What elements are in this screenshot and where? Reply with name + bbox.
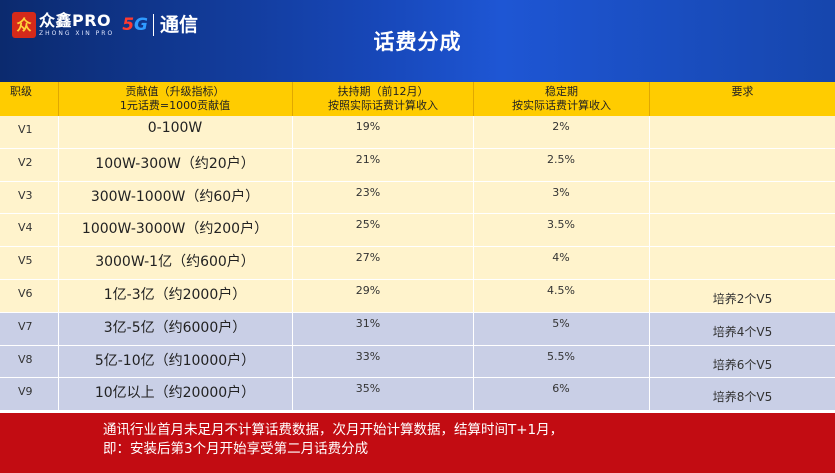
row-stable-rate: 4% [552, 251, 570, 265]
5g-logo-digit: 5 [122, 15, 135, 35]
table-header: 职级 贡献值（升级指标） 1元话费=1000贡献值 扶持期（前12月） 按照实际… [0, 82, 835, 116]
col-header-value-line1: 贡献值（升级指标） [125, 85, 225, 98]
row-contribution-value: 3亿-5亿（约6000户） [103, 319, 247, 336]
table-row: V9 10亿以上（约20000户） 35% 6% 培养8个V5 [0, 378, 835, 412]
row-stable-rate: 4.5% [547, 283, 575, 297]
col-header-requirement-label: 要求 [731, 85, 754, 98]
col-header-support-line1: 扶持期（前12月） [337, 85, 429, 98]
col-header-level: 职级 [0, 82, 58, 119]
row-level: V4 [18, 221, 33, 235]
brand-name: 通信 [160, 14, 199, 36]
row-support-rate: 33% [355, 349, 381, 363]
col-divider [292, 82, 293, 116]
row-support-rate: 25% [355, 218, 381, 232]
col-divider [649, 82, 650, 116]
row-contribution-value: 1亿-3亿（约2000户） [103, 286, 247, 303]
col-header-value: 贡献值（升级指标） 1元话费=1000贡献值 [58, 82, 292, 119]
5g-logo: 5G [122, 12, 148, 38]
row-stable-rate: 5% [552, 316, 570, 330]
table-row: V6 1亿-3亿（约2000户） 29% 4.5% 培养2个V5 [0, 279, 835, 313]
footer-text: 通讯行业首月未足月不计算话费数据，次月开始计算数据，结算时间T+1月， 即：安装… [103, 421, 563, 459]
row-level: V7 [18, 319, 33, 333]
row-stable-rate: 5.5% [547, 349, 575, 363]
col-header-level-label: 职级 [10, 85, 32, 98]
footer-line-2: 即：安装后第3个月开始享受第二月话费分成 [103, 441, 369, 457]
5g-logo-letter: G [134, 15, 148, 35]
row-stable-rate: 6% [552, 382, 570, 396]
row-contribution-value: 10亿以上（约20000户） [94, 385, 256, 402]
row-support-rate: 27% [355, 251, 381, 265]
row-requirement: 培养4个V5 [712, 324, 773, 339]
row-contribution-value: 100W-300W（约20户） [95, 155, 255, 172]
logo-sub-text: ZHONG XIN PRO [39, 30, 115, 37]
col-divider [58, 82, 59, 116]
row-stable-rate: 3% [552, 185, 570, 199]
row-stable-rate: 2% [552, 120, 570, 133]
row-support-rate: 29% [355, 283, 381, 297]
row-level: V1 [18, 123, 33, 136]
col-header-support: 扶持期（前12月） 按照实际话费计算收入 [293, 82, 473, 119]
commission-table: 职级 贡献值（升级指标） 1元话费=1000贡献值 扶持期（前12月） 按照实际… [0, 82, 835, 412]
row-contribution-value: 1000W-3000W（约200户） [81, 221, 269, 238]
table-row: V4 1000W-3000W（约200户） 25% 3.5% [0, 214, 835, 248]
table-row: V2 100W-300W（约20户） 21% 2.5% [0, 148, 835, 182]
table-row: V8 5亿-10亿（约10000户） 33% 5.5% 培养6个V5 [0, 345, 835, 379]
row-level: V2 [18, 155, 33, 169]
logo-text: 众鑫PRO ZHONG XIN PRO [39, 12, 114, 38]
row-contribution-value: 300W-1000W（约60户） [90, 188, 260, 205]
footer-line-1: 通讯行业首月未足月不计算话费数据，次月开始计算数据，结算时间T+1月， [103, 422, 564, 438]
row-support-rate: 35% [355, 382, 381, 396]
logo-icon: 众 [12, 12, 36, 38]
row-contribution-value: 0-100W [147, 120, 203, 136]
row-contribution-value: 5亿-10亿（约10000户） [94, 352, 256, 369]
row-support-rate: 31% [355, 316, 381, 330]
table-row: V1 0-100W 19% 2% [0, 116, 835, 149]
col-header-value-line2: 1元话费=1000贡献值 [119, 99, 231, 112]
row-support-rate: 23% [355, 185, 381, 199]
page-title: 话费分成 [373, 30, 462, 54]
table-row: V3 300W-1000W（约60户） 23% 3% [0, 181, 835, 215]
row-requirement: 培养8个V5 [712, 390, 773, 405]
row-support-rate: 21% [355, 152, 381, 166]
row-level: V5 [18, 254, 33, 268]
col-header-stable-line2: 按实际话费计算收入 [512, 99, 611, 112]
col-header-requirement: 要求 [650, 82, 835, 119]
col-header-stable: 稳定期 按实际话费计算收入 [474, 82, 649, 119]
row-requirement: 培养6个V5 [712, 357, 773, 372]
table-row: V7 3亿-5亿（约6000户） 31% 5% 培养4个V5 [0, 312, 835, 346]
row-contribution-value: 3000W-1亿（约600户） [95, 254, 255, 271]
brand-logo: 众 众鑫PRO ZHONG XIN PRO 5G 通信 [12, 12, 198, 38]
col-header-support-line2: 按照实际话费计算收入 [328, 99, 438, 112]
row-support-rate: 19% [355, 120, 381, 133]
row-level: V3 [18, 188, 33, 202]
row-stable-rate: 2.5% [547, 152, 575, 166]
row-requirement: 培养2个V5 [712, 291, 773, 306]
row-level: V8 [18, 352, 33, 366]
col-header-stable-line1: 稳定期 [545, 85, 578, 98]
row-level: V9 [18, 385, 33, 399]
header-banner: 众 众鑫PRO ZHONG XIN PRO 5G 通信 话费分成 [0, 0, 835, 82]
footer-note: 通讯行业首月未足月不计算话费数据，次月开始计算数据，结算时间T+1月， 即：安装… [0, 413, 835, 473]
logo-main-text: 众鑫PRO [39, 11, 112, 30]
row-stable-rate: 3.5% [547, 218, 575, 232]
row-level: V6 [18, 286, 33, 300]
logo-divider [153, 14, 154, 36]
col-divider [473, 82, 474, 116]
table-row: V5 3000W-1亿（约600户） 27% 4% [0, 247, 835, 280]
